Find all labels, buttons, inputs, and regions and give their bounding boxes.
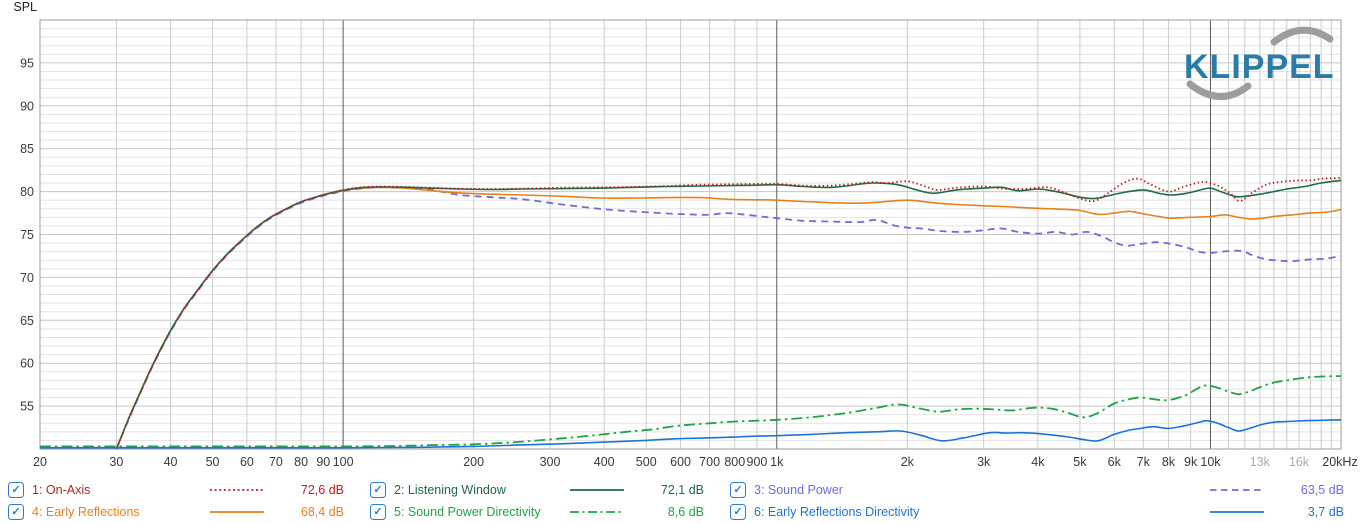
x-axis-tick-label: 700 (699, 455, 720, 469)
line-sample-on-axis (210, 489, 264, 491)
x-axis-tick-label: 300 (540, 455, 561, 469)
x-axis-tick-label: 500 (636, 455, 657, 469)
line-sample-early-reflections-directivity (1210, 511, 1264, 513)
x-axis-tick-label: 10k (1200, 455, 1221, 469)
checkbox-sound-power-directivity[interactable]: ✓ (370, 504, 386, 520)
checkbox-sound-power[interactable]: ✓ (730, 482, 746, 498)
x-axis-tick-label: 200 (463, 455, 484, 469)
legend-item-sound-power: ✓ 3: Sound Power 63,5 dB (722, 479, 1362, 501)
x-axis-tick-label: 8k (1162, 455, 1176, 469)
checkbox-on-axis[interactable]: ✓ (8, 482, 24, 498)
checkbox-listening-window[interactable]: ✓ (370, 482, 386, 498)
x-axis-tick-label: 50 (206, 455, 220, 469)
klippel-logo-text: KLIPPEL (1184, 48, 1335, 86)
legend-item-early-reflections: ✓ 4: Early Reflections 68,4 dB (0, 501, 362, 523)
legend-item-early-reflections-directivity: ✓ 6: Early Reflections Directivity 3,7 dB (722, 501, 1362, 523)
legend-item-listening-window: ✓ 2: Listening Window 72,1 dB (362, 479, 722, 501)
legend-item-on-axis: ✓ 1: On-Axis 72,6 dB (0, 479, 362, 501)
x-axis-tick-label: 5k (1073, 455, 1087, 469)
y-axis-tick-label: 80 (20, 185, 34, 199)
plot-frame (39, 19, 1342, 450)
legend-value-on-axis: 72,6 dB (300, 483, 344, 497)
y-axis-title: SPL (13, 0, 37, 14)
x-axis-tick-label: 1k (770, 455, 784, 469)
x-axis-tick-label: 900 (747, 455, 768, 469)
checkbox-early-reflections-directivity[interactable]: ✓ (730, 504, 746, 520)
curve-early-reflections-directivity (40, 419, 1342, 449)
logo-arc-bottom (1186, 80, 1252, 100)
legend-label-early-reflections: 4: Early Reflections (32, 505, 140, 519)
line-sample-listening-window (570, 489, 624, 491)
line-sample-sound-power (1210, 489, 1264, 491)
legend-value-sound-power: 63,5 dB (1300, 483, 1344, 497)
curve-legend: ✓ 1: On-Axis 72,6 dB ✓ 2: Listening Window 72… (0, 479, 1362, 523)
x-axis-tick-label: 7k (1137, 455, 1151, 469)
legend-label-early-reflections-directivity: 6: Early Reflections Directivity (754, 505, 920, 519)
legend-item-sound-power-directivity: ✓ 5: Sound Power Directivity 8,6 dB (362, 501, 722, 523)
x-axis-tick-label: 20 (33, 455, 47, 469)
x-axis-tick-label: 3k (977, 455, 991, 469)
curve-early-reflections (115, 186, 1342, 450)
legend-label-sound-power: 3: Sound Power (754, 483, 843, 497)
x-axis-tick-label: 2k (901, 455, 915, 469)
legend-value-early-reflections: 68,4 dB (300, 505, 344, 519)
x-axis-tick-label: 600 (670, 455, 691, 469)
curve-sound-power (115, 186, 1342, 450)
x-axis-tick-label: 400 (594, 455, 615, 469)
x-axis-tick-label: 80 (294, 455, 308, 469)
legend-label-sound-power-directivity: 5: Sound Power Directivity (394, 505, 541, 519)
curve-listening-window (115, 179, 1342, 450)
y-axis-tick-label: 55 (20, 400, 34, 414)
legend-value-early-reflections-directivity: 3,7 dB (1307, 505, 1344, 519)
y-axis-tick-label: 65 (20, 314, 34, 328)
y-axis-tick-label: 75 (20, 228, 34, 242)
x-axis-tick-label: 70 (269, 455, 283, 469)
x-axis-tick-label: 100 (333, 455, 354, 469)
line-sample-early-reflections (210, 511, 264, 513)
y-axis-tick-label: 90 (20, 99, 34, 113)
legend-value-listening-window: 72,1 dB (660, 483, 704, 497)
x-axis-tick-label: 6k (1108, 455, 1122, 469)
legend-label-listening-window: 2: Listening Window (394, 483, 506, 497)
x-axis-tick-label: 13k (1250, 455, 1271, 469)
curve-sound-power-directivity (40, 375, 1342, 448)
line-sample-sound-power-directivity (570, 511, 624, 513)
x-axis-tick-label: 800 (724, 455, 745, 469)
x-axis-tick-label: 20kHz (1322, 455, 1357, 469)
klippel-logo: KLIPPEL (1184, 26, 1335, 100)
legend-label-on-axis: 1: On-Axis (32, 483, 91, 497)
x-axis-tick-label: 30 (109, 455, 123, 469)
logo-arc-top (1270, 26, 1334, 46)
x-axis-tick-label: 4k (1031, 455, 1045, 469)
x-axis-tick-label: 16k (1289, 455, 1310, 469)
x-axis-tick-label: 90 (316, 455, 330, 469)
y-axis-tick-label: 95 (20, 56, 34, 70)
x-axis-tick-label: 40 (164, 455, 178, 469)
curve-on-axis (115, 177, 1342, 450)
y-axis-tick-label: 70 (20, 271, 34, 285)
y-axis-tick-label: 85 (20, 142, 34, 156)
x-axis-tick-label: 9k (1184, 455, 1198, 469)
x-axis-tick-label: 60 (240, 455, 254, 469)
legend-value-sound-power-directivity: 8,6 dB (667, 505, 704, 519)
checkbox-early-reflections[interactable]: ✓ (8, 504, 24, 520)
y-axis-tick-label: 60 (20, 357, 34, 371)
